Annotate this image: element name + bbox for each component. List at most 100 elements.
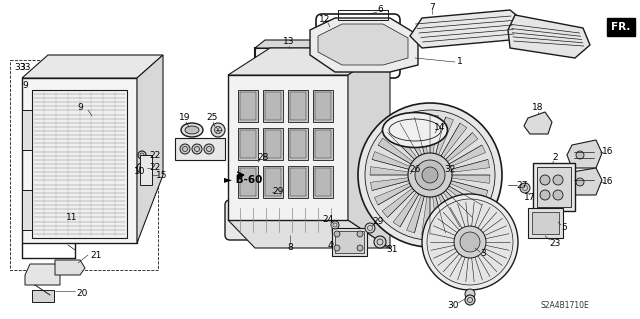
Polygon shape bbox=[228, 48, 390, 75]
Circle shape bbox=[331, 221, 339, 229]
Polygon shape bbox=[372, 152, 410, 169]
Polygon shape bbox=[508, 15, 590, 58]
Text: 12: 12 bbox=[319, 16, 331, 25]
Bar bbox=[332, 228, 367, 256]
Text: 9: 9 bbox=[22, 80, 28, 90]
FancyBboxPatch shape bbox=[225, 200, 355, 240]
Text: 11: 11 bbox=[67, 213, 77, 222]
Text: 29: 29 bbox=[372, 218, 384, 226]
Circle shape bbox=[576, 151, 584, 159]
Polygon shape bbox=[393, 192, 419, 227]
Polygon shape bbox=[55, 260, 85, 275]
Bar bbox=[263, 128, 283, 160]
Text: 5: 5 bbox=[561, 224, 567, 233]
Polygon shape bbox=[25, 264, 60, 285]
Polygon shape bbox=[255, 40, 340, 48]
Polygon shape bbox=[452, 175, 490, 183]
Text: 1: 1 bbox=[457, 57, 463, 66]
Text: 9: 9 bbox=[77, 103, 83, 113]
Bar bbox=[315, 168, 331, 196]
Bar bbox=[240, 168, 256, 196]
Bar bbox=[32, 90, 127, 238]
Text: 28: 28 bbox=[257, 153, 269, 162]
Circle shape bbox=[334, 245, 340, 251]
Circle shape bbox=[357, 245, 363, 251]
Polygon shape bbox=[524, 112, 552, 134]
Circle shape bbox=[358, 103, 502, 247]
Circle shape bbox=[427, 199, 513, 285]
Bar bbox=[175, 138, 225, 160]
Polygon shape bbox=[433, 196, 445, 234]
Bar bbox=[238, 128, 258, 160]
Polygon shape bbox=[449, 145, 486, 167]
Ellipse shape bbox=[181, 123, 203, 137]
Bar bbox=[315, 130, 331, 158]
Text: 33: 33 bbox=[14, 63, 26, 72]
Bar bbox=[532, 212, 559, 234]
Circle shape bbox=[263, 187, 273, 197]
Circle shape bbox=[540, 190, 550, 200]
Text: 25: 25 bbox=[206, 114, 218, 122]
Polygon shape bbox=[371, 178, 409, 190]
Polygon shape bbox=[330, 40, 340, 158]
Polygon shape bbox=[374, 183, 411, 205]
Text: 7: 7 bbox=[429, 3, 435, 11]
Text: 14: 14 bbox=[435, 123, 445, 132]
Bar bbox=[533, 163, 575, 211]
Polygon shape bbox=[432, 155, 455, 175]
Bar bbox=[313, 90, 333, 122]
Polygon shape bbox=[445, 133, 478, 162]
Circle shape bbox=[180, 144, 190, 154]
Bar bbox=[290, 92, 306, 120]
Bar bbox=[22, 110, 32, 150]
Polygon shape bbox=[567, 140, 602, 168]
Polygon shape bbox=[228, 75, 348, 220]
Ellipse shape bbox=[185, 126, 199, 134]
Polygon shape bbox=[137, 55, 163, 243]
Circle shape bbox=[422, 167, 438, 183]
Circle shape bbox=[422, 194, 518, 290]
Bar bbox=[240, 130, 256, 158]
Bar bbox=[263, 56, 322, 150]
Polygon shape bbox=[378, 138, 413, 164]
Circle shape bbox=[465, 295, 475, 305]
Circle shape bbox=[540, 175, 550, 185]
Bar bbox=[288, 90, 308, 122]
Polygon shape bbox=[22, 55, 163, 78]
Polygon shape bbox=[436, 117, 454, 155]
Text: 31: 31 bbox=[387, 246, 397, 255]
Circle shape bbox=[408, 153, 452, 197]
Bar bbox=[265, 130, 281, 158]
Polygon shape bbox=[430, 115, 438, 153]
Text: 13: 13 bbox=[284, 38, 295, 47]
Bar bbox=[313, 166, 333, 198]
Bar bbox=[288, 166, 308, 198]
Text: 17: 17 bbox=[524, 194, 536, 203]
Bar bbox=[338, 10, 388, 20]
Circle shape bbox=[374, 236, 386, 248]
Circle shape bbox=[454, 226, 486, 258]
Circle shape bbox=[460, 232, 480, 252]
Circle shape bbox=[548, 211, 562, 225]
Text: 22: 22 bbox=[149, 151, 161, 160]
Circle shape bbox=[415, 160, 445, 190]
Text: S2A4B1710E: S2A4B1710E bbox=[541, 300, 589, 309]
Bar bbox=[265, 168, 281, 196]
Text: 30: 30 bbox=[447, 300, 459, 309]
Circle shape bbox=[211, 123, 225, 137]
Polygon shape bbox=[310, 18, 418, 72]
Polygon shape bbox=[451, 160, 490, 172]
Text: 3: 3 bbox=[480, 249, 486, 258]
Text: 20: 20 bbox=[76, 288, 88, 298]
Text: 23: 23 bbox=[549, 239, 561, 248]
Text: 4: 4 bbox=[327, 241, 333, 249]
Bar bbox=[607, 18, 635, 36]
Bar bbox=[290, 168, 306, 196]
Text: 8: 8 bbox=[287, 243, 293, 253]
Bar bbox=[288, 128, 308, 160]
Polygon shape bbox=[388, 127, 417, 160]
Circle shape bbox=[334, 231, 340, 237]
Text: 22: 22 bbox=[149, 164, 161, 173]
Polygon shape bbox=[441, 123, 467, 158]
Circle shape bbox=[404, 171, 412, 179]
